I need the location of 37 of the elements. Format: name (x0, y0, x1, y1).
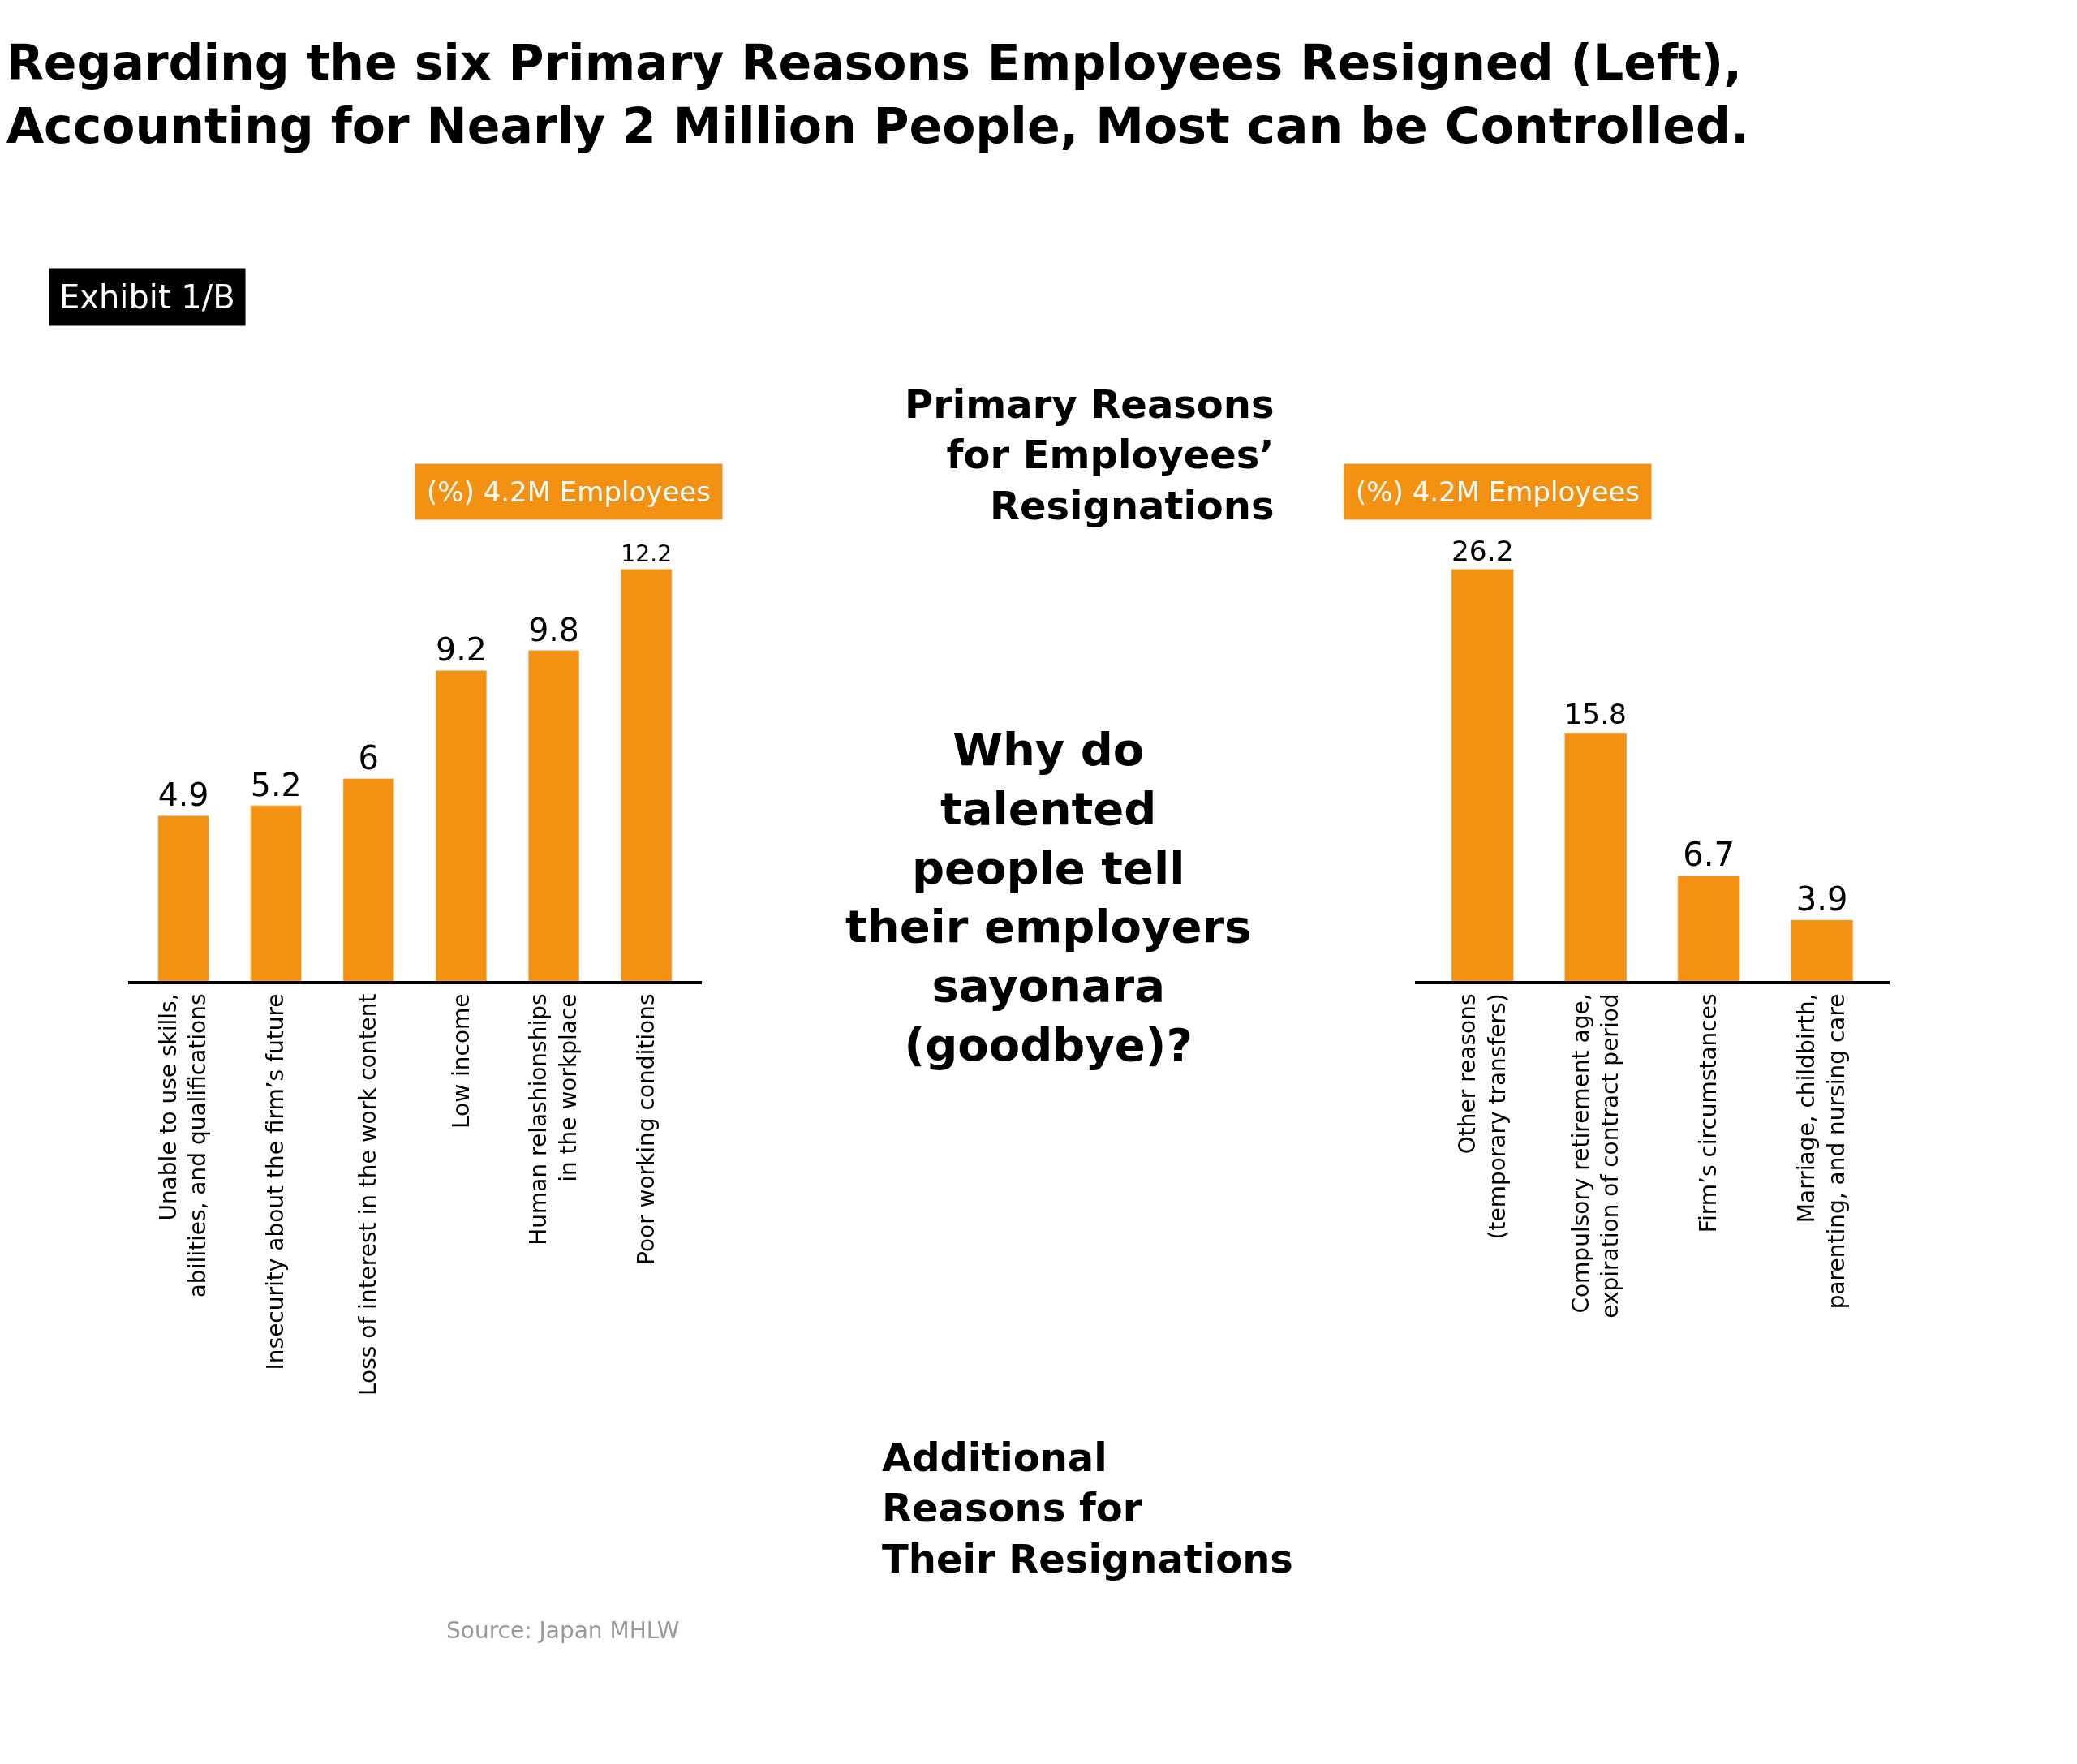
x-tick-label: Compulsory retirement age, expiration of contract period (1567, 993, 1623, 1319)
data-label: 9.8 (528, 610, 579, 648)
source-note: Source: Japan MHLW (446, 1617, 680, 1644)
data-label: 15.8 (1564, 698, 1628, 731)
x-tick-label: Other reasons (temporary transfers) (1454, 993, 1511, 1240)
data-label: 6.7 (1683, 836, 1735, 874)
chart-subtitle: (%) 4.2M Employees (427, 475, 711, 508)
bar (435, 670, 488, 982)
text: Additional Reasons for Their Resignations (882, 1435, 1293, 1581)
data-label: 4.9 (157, 776, 209, 814)
bar (250, 805, 302, 982)
bar (1677, 876, 1740, 982)
bar (527, 650, 580, 982)
text: Exhibit 1/B (59, 278, 235, 316)
text: Regarding the six Primary Reasons Employees Resigned (Left), Accounting for Nearly 2 Million People, Most can be Controlled. (6, 33, 1749, 154)
x-tick-label: Loss of interest in the work content (355, 993, 382, 1396)
chart-subtitle: (%) 4.2M Employees (1356, 475, 1640, 508)
x-tick-label: Insecurity about the firm’s future (262, 993, 290, 1370)
data-label: 6 (358, 738, 380, 777)
bar (1790, 919, 1854, 982)
x-tick-label: Unable to use skills, abilities, and qualifications (154, 993, 212, 1298)
bar (157, 815, 209, 982)
bar (1564, 732, 1628, 982)
data-label: 3.9 (1795, 880, 1848, 918)
text: Primary Reasons for Employees’ Resignations (905, 381, 1275, 528)
x-tick-label: Low income (447, 993, 475, 1129)
x-tick-label: Firm’s circumstances (1695, 993, 1722, 1233)
data-label: 12.2 (621, 540, 673, 568)
x-tick-label: Human relashionships in the workplace (525, 993, 582, 1246)
bar (1451, 569, 1514, 982)
x-tick-label: Poor working conditions (632, 993, 660, 1266)
bar (621, 569, 673, 982)
data-label: 9.2 (436, 630, 487, 669)
data-label: 26.2 (1451, 534, 1514, 567)
bar (342, 778, 394, 982)
text: Why do talented people tell their employers sayonara (goodbye)? (845, 723, 1252, 1071)
data-label: 5.2 (250, 765, 302, 803)
